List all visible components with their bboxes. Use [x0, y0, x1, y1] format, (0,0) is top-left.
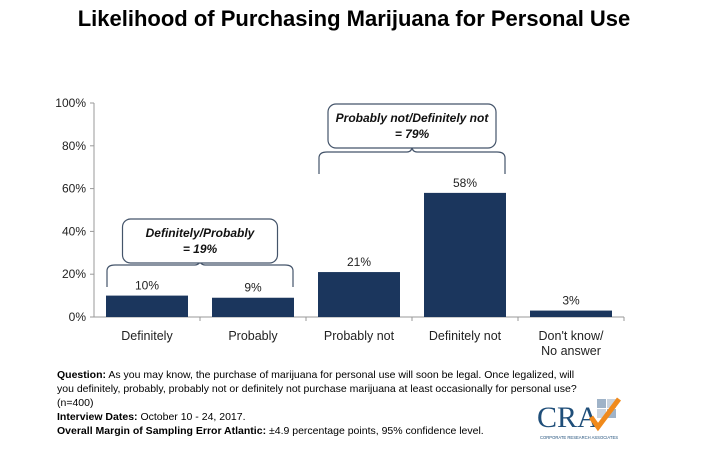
- bar: [424, 192, 506, 317]
- dates-text: October 10 - 24, 2017.: [137, 411, 246, 423]
- x-tick-label: Definitely not: [429, 329, 502, 343]
- data-label: 9%: [244, 281, 262, 295]
- annotation-box: [121, 218, 279, 264]
- y-tick-label: 40%: [62, 224, 86, 238]
- annotation-text: Definitely/Probably: [146, 226, 256, 240]
- bar: [212, 297, 294, 317]
- x-tick-label: Definitely: [121, 329, 173, 343]
- question-label: Question:: [57, 369, 106, 381]
- dates-label: Interview Dates:: [57, 411, 138, 423]
- x-tick-label: No answer: [541, 344, 601, 358]
- footnotes: Question: As you may know, the purchase …: [57, 368, 577, 438]
- y-tick-label: 20%: [62, 267, 86, 281]
- x-tick-label: Don't know/: [539, 329, 604, 343]
- bracket: [318, 145, 506, 174]
- question-text: As you may know, the purchase of marijua…: [57, 369, 577, 409]
- svg-text:CRA: CRA: [537, 401, 599, 434]
- x-tick-label: Probably not: [324, 329, 395, 343]
- margin-text: ±4.9 percentage points, 95% confidence l…: [266, 425, 484, 437]
- svg-text:CORPORATE RESEARCH ASSOCIATES: CORPORATE RESEARCH ASSOCIATES: [540, 435, 618, 440]
- annotation-text: = 19%: [183, 242, 218, 256]
- bar: [318, 272, 400, 317]
- data-label: 58%: [453, 176, 477, 190]
- bar: [106, 295, 188, 317]
- bar: [530, 310, 612, 317]
- y-tick-label: 100%: [55, 96, 86, 110]
- margin-label: Overall Margin of Sampling Error Atlanti…: [57, 425, 267, 437]
- chart-title: Likelihood of Purchasing Marijuana for P…: [77, 6, 631, 31]
- x-tick-label: Probably: [228, 329, 278, 343]
- annotation-text: = 79%: [395, 127, 430, 141]
- y-tick-label: 0%: [69, 310, 87, 324]
- annotation-text: Probably not/Definitely not: [336, 111, 490, 125]
- cra-logo: CRA CORPORATE RESEARCH ASSOCIATES: [537, 397, 621, 440]
- annotation-box: [327, 103, 497, 149]
- data-label: 3%: [562, 294, 580, 308]
- data-label: 21%: [347, 255, 371, 269]
- data-label: 10%: [135, 279, 159, 293]
- y-tick-label: 60%: [62, 182, 86, 196]
- y-tick-label: 80%: [62, 139, 86, 153]
- bar-chart: 0% 20% 40% 60% 80% 100% 10% Definitely 9% Probabl…: [55, 96, 625, 358]
